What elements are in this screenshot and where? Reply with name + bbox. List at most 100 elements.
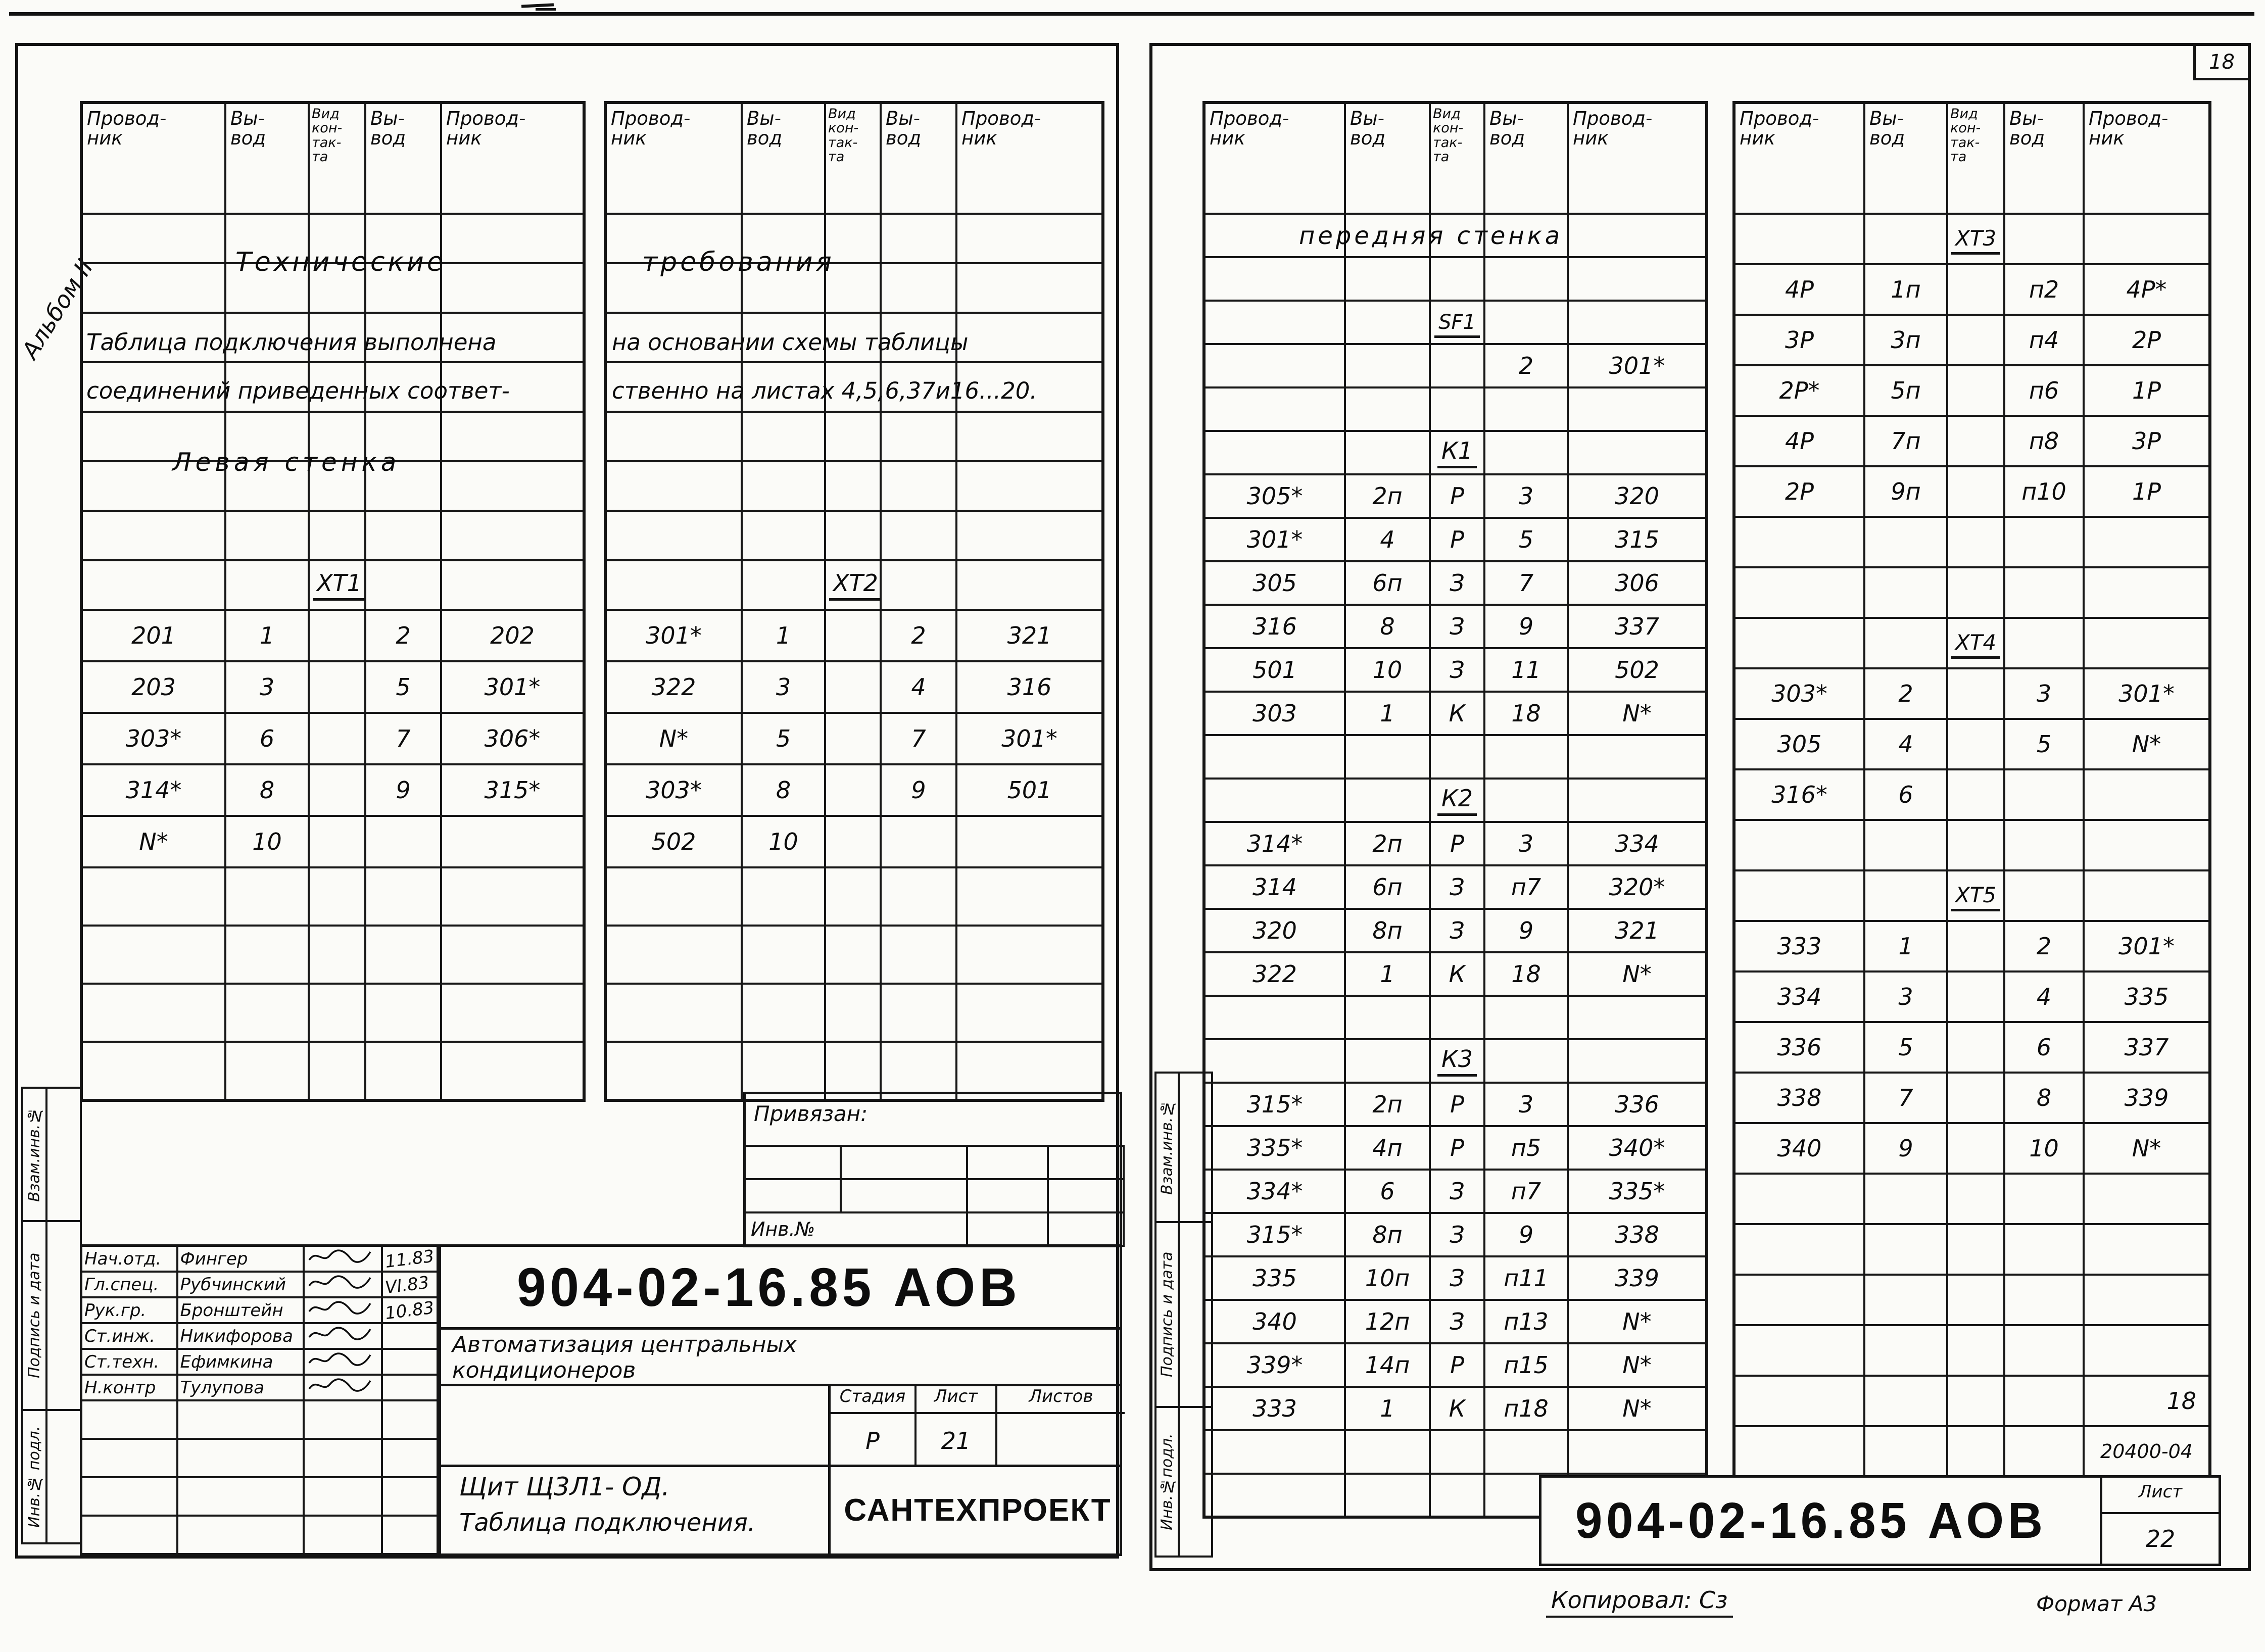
signature-row: Гл.спец. Рубчинский VI.83 xyxy=(80,1268,442,1301)
note-technical-requirements: Технические xyxy=(235,247,446,277)
signature-mark xyxy=(308,1275,371,1289)
table-cell: 8п xyxy=(1344,1212,1431,1257)
table-cell: Р xyxy=(1429,517,1485,562)
table-cell: п2 xyxy=(2003,263,2085,316)
table-row: 314* 2п Р 3 334 xyxy=(1203,821,1708,866)
table-cell: З xyxy=(1429,1212,1485,1257)
table-cell: 336 xyxy=(1567,1082,1708,1127)
edge-stamp-podpis: Подпись и дата xyxy=(1154,1221,1180,1408)
table-cell xyxy=(955,815,1104,868)
table-cell: 334 xyxy=(1567,821,1708,866)
table-cell: 315* xyxy=(1203,1082,1346,1127)
edge-stamp-vzam: Взам.инв.№ xyxy=(21,1087,47,1222)
col-header: Вы- вод xyxy=(1344,102,1431,215)
table-cell: 339 xyxy=(1567,1255,1708,1301)
table-cell xyxy=(1946,364,2005,417)
table-cell: 339 xyxy=(2083,1072,2211,1124)
table-cell: 322 xyxy=(1203,951,1346,997)
table-cell: 3 xyxy=(1483,473,1569,519)
col-header: Вы- вод xyxy=(880,102,957,215)
table-cell: 8п xyxy=(1344,908,1431,953)
table-cell: 2 xyxy=(880,609,957,662)
table-row: 340 9 10 N* xyxy=(1733,1122,2211,1175)
table-cell: 3п xyxy=(1863,314,1948,366)
table-cell xyxy=(1946,1122,2005,1175)
table-cell xyxy=(308,609,366,662)
table-cell: К xyxy=(1429,691,1485,736)
table-row: 301* 4 Р 5 315 xyxy=(1203,517,1708,562)
table-cell xyxy=(308,815,366,868)
table-cell: 303* xyxy=(604,763,743,817)
col-header: Вы- вод xyxy=(1863,102,1948,215)
table-cell: З xyxy=(1429,604,1485,649)
table-row: 333 1 2 301* xyxy=(1733,920,2211,973)
table-cell: 333 xyxy=(1203,1386,1346,1431)
table-cell: 335 xyxy=(1203,1255,1346,1301)
table-cell: п7 xyxy=(1483,864,1569,910)
table-cell: 315 xyxy=(1567,517,1708,562)
table-cell xyxy=(364,815,442,868)
table-cell: 303* xyxy=(1733,667,1865,720)
connector-label-row: ХТ3 xyxy=(1733,213,2211,265)
sheet-label: Лист xyxy=(2102,1478,2219,1514)
table-cell: 9 xyxy=(1863,1122,1948,1175)
corner-doc-number: 20400-04 xyxy=(2083,1425,2211,1478)
table-row: 334 3 4 335 xyxy=(1733,970,2211,1023)
table-cell: п6 xyxy=(2003,364,2085,417)
col-header: Провод- ник xyxy=(1203,102,1346,215)
table-cell: 303* xyxy=(80,712,226,765)
stage-col-header: Стадия xyxy=(831,1386,917,1414)
table-row: N* 5 7 301* xyxy=(604,712,1104,765)
table-cell: 201 xyxy=(80,609,226,662)
col-header: Вид кон- так- та xyxy=(824,102,882,215)
table-cell: N* xyxy=(1567,691,1708,736)
signature-role: Ст.техн. xyxy=(80,1348,178,1376)
signature-table: Нач.отд. Фингер 11.83 Гл.спец. Рубчински… xyxy=(80,1242,442,1556)
signature-mark-cell xyxy=(302,1348,383,1376)
connector-label: К2 xyxy=(1437,785,1477,816)
table-cell: 3Р xyxy=(2083,415,2211,467)
table-cell: 305* xyxy=(1203,473,1346,519)
table-cell: 6 xyxy=(1344,1169,1431,1214)
signature-name: Бронштейн xyxy=(176,1296,305,1324)
table-cell: п15 xyxy=(1483,1342,1569,1388)
table-row: 315* 2п Р 3 336 xyxy=(1203,1082,1708,1127)
note-basis-line1: на основании схемы таблицы xyxy=(612,329,969,356)
table-cell: 10 xyxy=(741,815,826,868)
table-cell: п8 xyxy=(2003,415,2085,467)
table-cell: 314 xyxy=(1203,864,1346,910)
format-note: Формат А3 xyxy=(2036,1591,2157,1616)
table-cell: 10 xyxy=(1344,647,1431,693)
table-cell: 314* xyxy=(1203,821,1346,866)
table-cell: 501 xyxy=(955,763,1104,817)
table-cell: 320 xyxy=(1567,473,1708,519)
table-cell: 333 xyxy=(1733,920,1865,973)
signature-name: Рубчинский xyxy=(176,1271,305,1298)
connector-label: ХТ5 xyxy=(1951,883,2001,911)
col-header: Вы- вод xyxy=(364,102,442,215)
subject-cell: Щит Щ3Л1- ОД. Таблица подключения. xyxy=(439,1467,828,1553)
table-row: 314 6п З п7 320* xyxy=(1203,864,1708,910)
table-cell: 1 xyxy=(1344,1386,1431,1431)
col-header: Провод- ник xyxy=(2083,102,2211,215)
table-row: 336 5 6 337 xyxy=(1733,1021,2211,1074)
table-row: 303* 8 9 501 xyxy=(604,763,1104,817)
table-cell: З xyxy=(1429,560,1485,606)
col-header: Вид кон- так- та xyxy=(1946,102,2005,215)
signature-role: Гл.спец. xyxy=(80,1271,178,1298)
table-cell: 18 xyxy=(1483,691,1569,736)
connector-label-row: ХТ4 xyxy=(1733,617,2211,669)
connection-table-right-b: Провод- ник Вы- вод Вид кон- так- та Вы-… xyxy=(1732,101,2211,1478)
table-row: 303* 2 3 301* xyxy=(1733,667,2211,720)
table-row: 314* 8 9 315* xyxy=(80,763,585,817)
table-row: 316* 6 xyxy=(1733,768,2211,821)
table-cell: 502 xyxy=(1567,647,1708,693)
table-cell: 335* xyxy=(1567,1169,1708,1214)
table-cell: 18 xyxy=(1483,951,1569,997)
corner-ref-row: 18 xyxy=(1733,1375,2211,1427)
table-cell: 316 xyxy=(1203,604,1346,649)
edge-stamp-label: Подпись и дата xyxy=(1158,1251,1176,1378)
connector-label-row: ХТ1 xyxy=(80,559,585,611)
table-cell xyxy=(1946,718,2005,770)
